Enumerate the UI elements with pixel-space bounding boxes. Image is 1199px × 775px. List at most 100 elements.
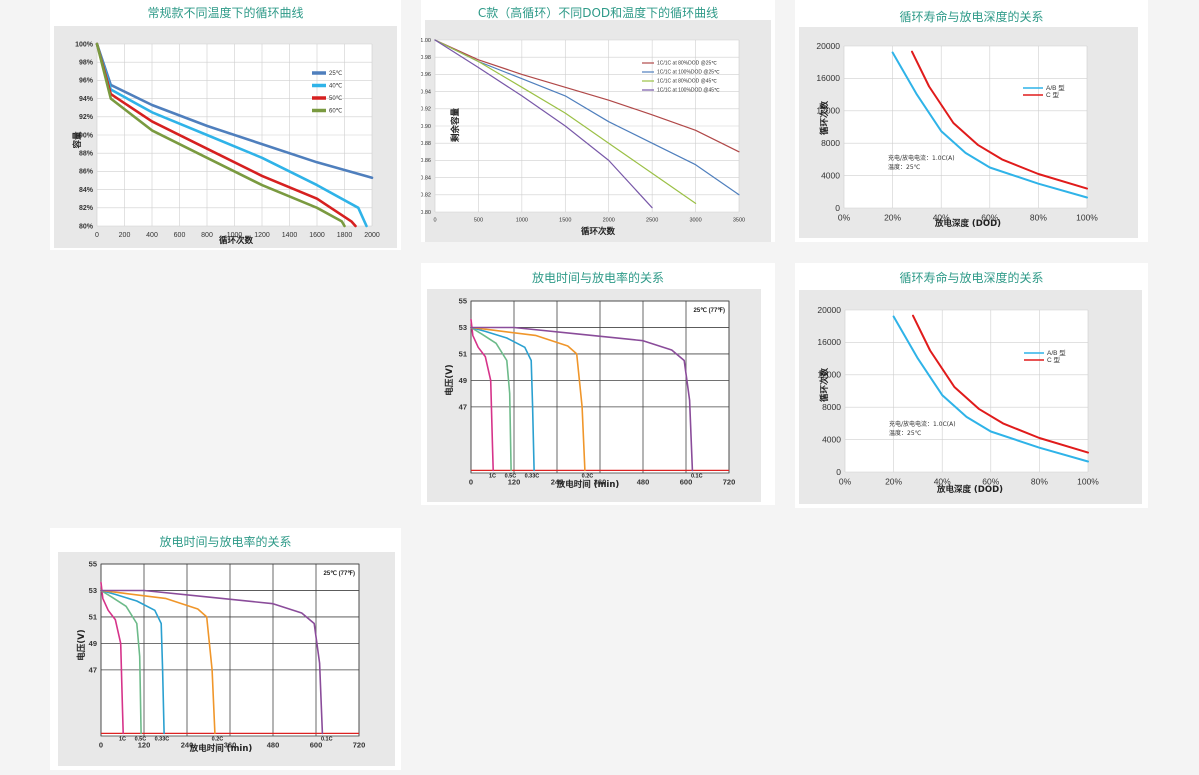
series-line	[911, 50, 1088, 190]
y-tick-label: 90%	[79, 132, 94, 139]
x-tick-label: 1400	[282, 232, 298, 239]
x-tick-label: 20%	[884, 213, 901, 223]
rate-label: 0.2C	[212, 736, 224, 742]
x-tick-label: 240	[181, 741, 194, 750]
x-axis-title: 放电深度 (DOD)	[934, 218, 1001, 229]
x-tick-label: 0	[433, 218, 436, 224]
y-tick-label: 100%	[75, 41, 94, 48]
x-tick-label: 600	[174, 232, 186, 239]
y-tick-label: 96%	[79, 78, 94, 85]
y-tick-label: 12000	[817, 370, 841, 380]
y-tick-label: 80%	[79, 223, 94, 230]
rate-label: 0.33C	[525, 473, 540, 479]
y-tick-label: 0.98	[421, 55, 431, 61]
x-tick-label: 60%	[982, 477, 999, 487]
x-tick-label: 600	[310, 741, 323, 750]
series-line	[100, 589, 165, 735]
rate-label: 0.2C	[582, 473, 594, 479]
x-axis-title: 放电时间 (min)	[189, 743, 253, 754]
x-tick-label: 80%	[1030, 213, 1047, 223]
y-tick-label: 0.90	[421, 124, 431, 130]
y-tick-label: 47	[459, 402, 467, 411]
rate-label: 0.5C	[135, 736, 147, 742]
series-line	[470, 326, 535, 472]
legend-label: 40℃	[329, 84, 343, 90]
series-line	[95, 42, 374, 180]
x-tick-label: 80%	[1031, 477, 1048, 487]
x-tick-label: 1600	[309, 232, 325, 239]
y-tick-label: 0.82	[421, 193, 431, 199]
chart-card-4: 放电时间与放电率的关系 0 120 240 360 480 600 720 47 49 51 53 5…	[421, 263, 775, 505]
chart-title: 放电时间与放电率的关系	[531, 271, 664, 285]
y-tick-label: 20000	[816, 41, 840, 51]
y-tick-label: 0.94	[421, 89, 431, 95]
y-tick-label: 0.80	[421, 210, 431, 216]
chart-svg-4: 0 120 240 360 480 600 720 47 49 51 53 55 放电时间 (min) 电…	[444, 297, 736, 491]
x-tick-label: 0%	[838, 213, 851, 223]
x-tick-label: 1200	[254, 232, 270, 239]
chart-title: 循环寿命与放电深度的关系	[899, 271, 1044, 285]
x-tick-label: 480	[267, 741, 280, 750]
series-line	[100, 589, 324, 735]
y-tick-label: 20000	[817, 305, 841, 315]
y-tick-label: 0.96	[421, 72, 431, 78]
x-tick-label: 40%	[933, 213, 950, 223]
legend-label: 1C/1C at 80%DOD @25℃	[657, 61, 717, 67]
series-line	[891, 51, 1088, 199]
plot-area	[844, 46, 1087, 208]
rate-label: 0.1C	[691, 473, 703, 479]
x-tick-label: 720	[723, 478, 736, 487]
x-tick-label: 360	[224, 741, 237, 750]
y-tick-label: 55	[459, 297, 467, 306]
x-tick-label: 120	[138, 741, 151, 750]
y-tick-label: 51	[459, 349, 467, 358]
x-axis-title: 循环次数	[581, 226, 616, 237]
x-tick-label: 480	[637, 478, 650, 487]
x-tick-label: 40%	[934, 477, 951, 487]
x-tick-label: 2500	[646, 218, 658, 224]
x-tick-label: 0	[469, 478, 473, 487]
x-tick-label: 0	[95, 232, 99, 239]
y-tick-label: 8000	[821, 138, 840, 148]
x-tick-label: 100%	[1076, 213, 1098, 223]
y-tick-label: 86%	[79, 169, 94, 176]
annotation-text: 充电/放电电流：1.0C(A)	[889, 420, 956, 428]
rate-label: 0.5C	[505, 473, 517, 479]
y-tick-label: 49	[459, 376, 467, 385]
x-tick-label: 1800	[337, 232, 353, 239]
y-tick-label: 0	[835, 203, 840, 213]
annotation-text: 充电/放电电流：1.0C(A)	[888, 154, 955, 162]
legend-label: C 型	[1047, 355, 1061, 364]
chart-title: C款（高循环）不同DOD和温度下的循环曲线	[477, 6, 719, 20]
series-line	[95, 42, 346, 228]
x-tick-label: 2000	[603, 218, 615, 224]
series-line	[470, 318, 494, 472]
chart-svg-5: 0% 20% 40% 60% 80% 100% 0 4000 8000 12000 16000 200…	[817, 305, 1099, 495]
x-axis-title: 放电深度 (DOD)	[936, 484, 1003, 495]
chart-card-2: C款（高循环）不同DOD和温度下的循环曲线 0 500 1000 1500 2000 25…	[421, 0, 775, 242]
chart-card-3: 循环寿命与放电深度的关系 0% 20% 40% 60% 80% 100% 0 4000 8000…	[795, 0, 1148, 242]
y-axis-title: 容量	[72, 131, 83, 150]
series-line	[434, 39, 697, 204]
y-tick-label: 82%	[79, 205, 94, 212]
chart-svg-1: 0 200 400 600 800 1000 1200 1400 1600 1800 2000 80%…	[72, 41, 380, 246]
x-tick-label: 800	[201, 232, 213, 239]
legend-label: A/B 型	[1046, 83, 1065, 92]
y-tick-label: 51	[89, 612, 97, 621]
y-tick-label: 16000	[816, 73, 840, 83]
chart-title: 常规款不同温度下的循环曲线	[147, 6, 304, 20]
y-tick-label: 98%	[79, 60, 94, 67]
chart-title: 循环寿命与放电深度的关系	[899, 10, 1044, 24]
y-tick-label: 53	[89, 586, 97, 595]
x-tick-label: 3000	[689, 218, 701, 224]
y-tick-label: 53	[459, 323, 467, 332]
rate-label: 1C	[119, 736, 126, 742]
legend-label: 25℃	[329, 71, 343, 77]
series-line	[470, 326, 694, 472]
chart-frame	[799, 27, 1138, 238]
x-tick-label: 360	[594, 478, 607, 487]
x-tick-label: 3500	[733, 218, 745, 224]
y-axis-title: 剩余容量	[450, 108, 461, 143]
x-axis-title: 循环次数	[219, 235, 254, 246]
y-axis-title: 循环次数	[819, 101, 830, 136]
